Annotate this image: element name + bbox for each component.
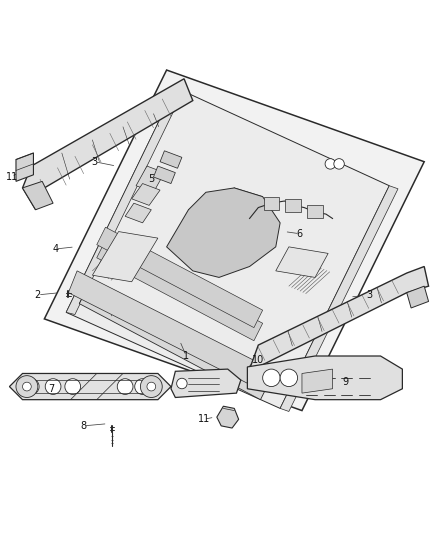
- Polygon shape: [407, 286, 428, 308]
- Text: 3: 3: [367, 290, 373, 300]
- Polygon shape: [171, 369, 241, 398]
- Polygon shape: [132, 183, 160, 205]
- Text: 3: 3: [92, 157, 98, 167]
- Text: 7: 7: [48, 384, 54, 394]
- Polygon shape: [66, 87, 184, 314]
- Polygon shape: [10, 374, 171, 400]
- Circle shape: [117, 379, 133, 394]
- Text: 2: 2: [35, 290, 41, 300]
- Polygon shape: [264, 197, 279, 210]
- Polygon shape: [22, 79, 193, 210]
- Polygon shape: [66, 87, 389, 408]
- Text: 1: 1: [183, 351, 189, 361]
- Circle shape: [325, 159, 336, 169]
- Text: 11: 11: [198, 414, 210, 424]
- Polygon shape: [16, 153, 33, 181]
- Polygon shape: [160, 151, 182, 168]
- Polygon shape: [97, 240, 263, 341]
- Circle shape: [23, 379, 39, 394]
- Polygon shape: [166, 188, 280, 277]
- Polygon shape: [22, 181, 53, 210]
- Circle shape: [16, 376, 38, 398]
- Circle shape: [141, 376, 162, 398]
- Text: 8: 8: [81, 421, 87, 431]
- Text: 10: 10: [252, 356, 265, 365]
- Circle shape: [334, 159, 344, 169]
- Circle shape: [280, 369, 297, 386]
- Circle shape: [22, 382, 31, 391]
- Polygon shape: [79, 282, 272, 400]
- Polygon shape: [125, 203, 151, 223]
- Polygon shape: [276, 247, 328, 277]
- Polygon shape: [286, 199, 301, 212]
- Polygon shape: [153, 166, 175, 183]
- Polygon shape: [247, 356, 403, 400]
- Polygon shape: [68, 271, 263, 386]
- Polygon shape: [217, 406, 239, 428]
- Polygon shape: [136, 166, 164, 192]
- Polygon shape: [250, 266, 428, 369]
- Text: 5: 5: [148, 174, 155, 184]
- Circle shape: [147, 382, 155, 391]
- Polygon shape: [280, 185, 398, 411]
- Circle shape: [45, 379, 61, 394]
- Text: 9: 9: [343, 377, 349, 387]
- Circle shape: [135, 379, 150, 394]
- Polygon shape: [44, 70, 424, 410]
- Circle shape: [177, 378, 187, 389]
- Text: 6: 6: [297, 229, 303, 239]
- Polygon shape: [97, 227, 263, 328]
- Polygon shape: [92, 231, 158, 282]
- Circle shape: [263, 369, 280, 386]
- Circle shape: [65, 379, 81, 394]
- Text: 11: 11: [6, 172, 18, 182]
- Polygon shape: [302, 369, 332, 393]
- Polygon shape: [307, 205, 323, 219]
- Text: 4: 4: [52, 244, 58, 254]
